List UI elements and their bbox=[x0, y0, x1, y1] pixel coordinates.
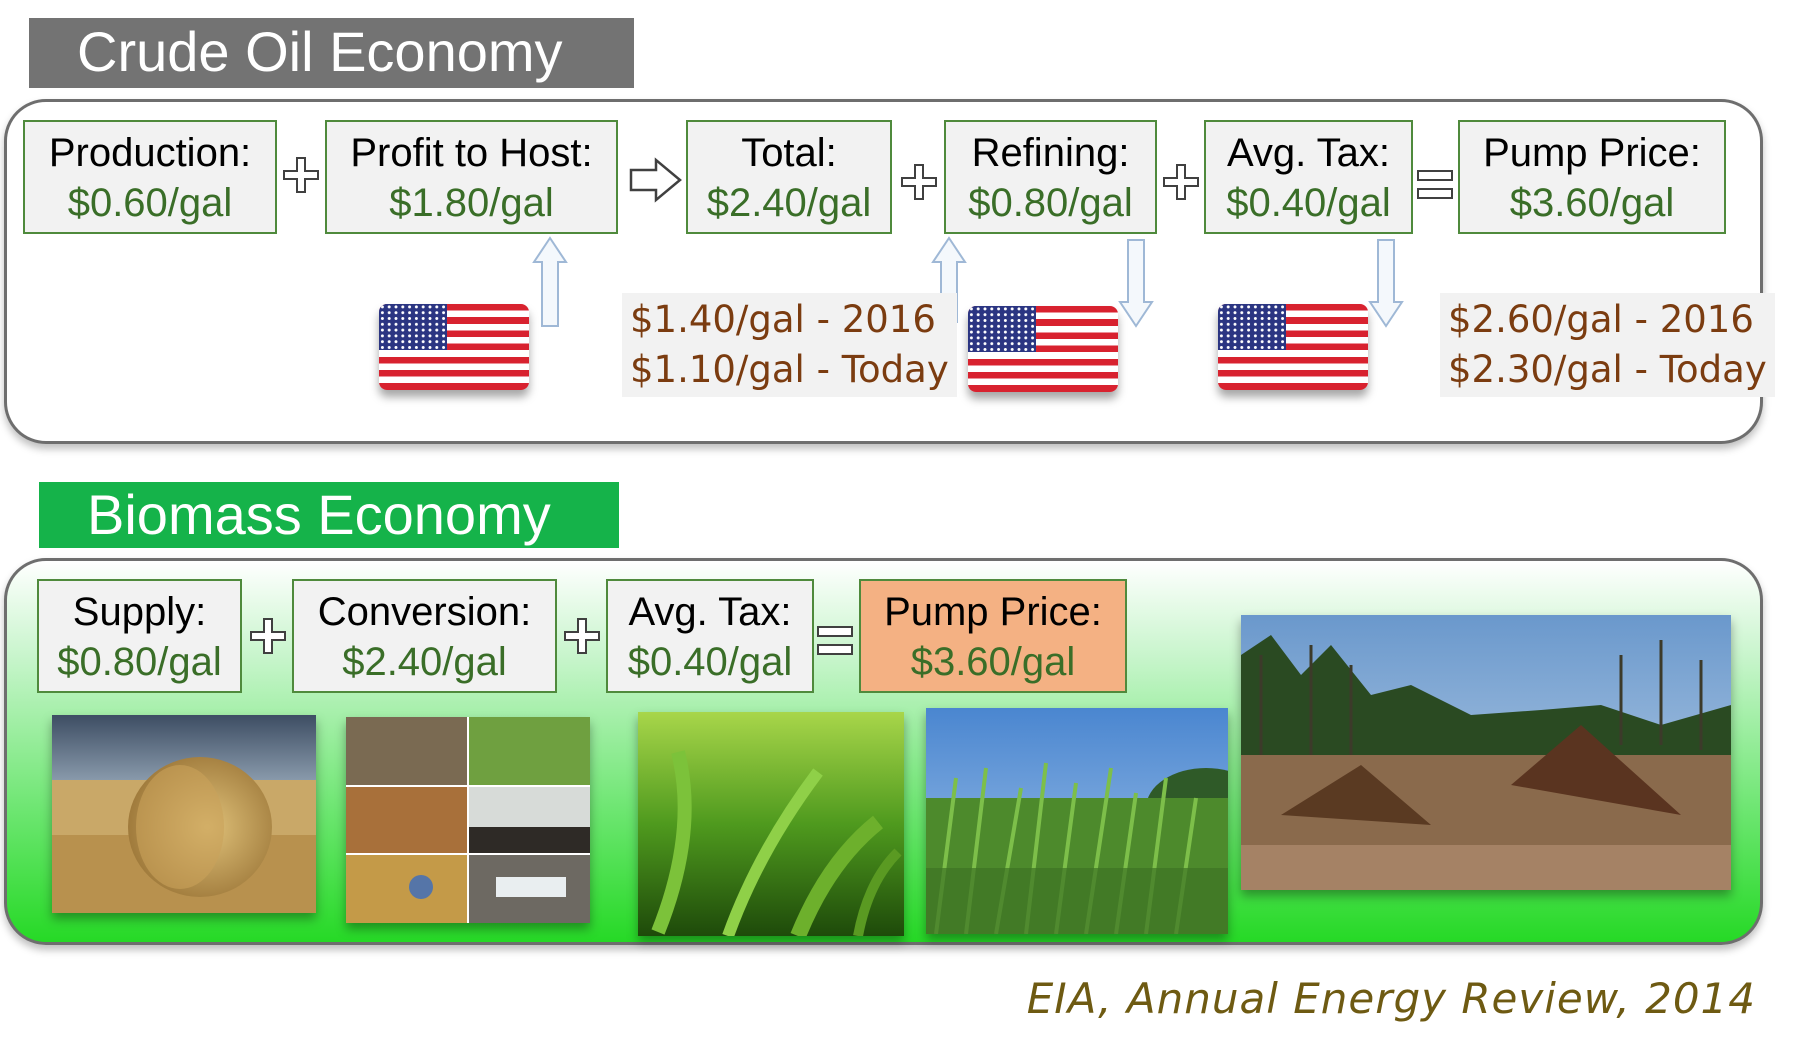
arrow-up-icon bbox=[532, 236, 568, 327]
avg-tax-box: Avg. Tax: $0.40/gal bbox=[1204, 120, 1413, 234]
conversion-label: Conversion: bbox=[317, 590, 532, 634]
supply-value: $0.80/gal bbox=[57, 640, 222, 684]
conversion-box: Conversion: $2.40/gal bbox=[292, 579, 557, 693]
note-line: $2.30/gal - Today bbox=[1448, 348, 1767, 391]
biomass-title: Biomass Economy bbox=[39, 482, 619, 548]
supply-label: Supply: bbox=[72, 590, 207, 634]
biomass-tax-value: $0.40/gal bbox=[627, 640, 793, 684]
hay-bale-photo bbox=[52, 715, 316, 913]
note-line: $1.10/gal - Today bbox=[630, 348, 949, 391]
total-box: Total: $2.40/gal bbox=[686, 120, 892, 234]
production-value: $0.60/gal bbox=[67, 181, 233, 225]
tax-value: $0.40/gal bbox=[1226, 181, 1391, 225]
switchgrass-photo bbox=[926, 708, 1228, 934]
us-flag-icon bbox=[379, 304, 529, 390]
refining-label: Refining: bbox=[971, 131, 1130, 175]
production-box: Production: $0.60/gal bbox=[23, 120, 277, 234]
us-flag-icon bbox=[1218, 304, 1368, 390]
algae-photo bbox=[638, 712, 904, 936]
production-label: Production: bbox=[48, 131, 252, 175]
equals-icon bbox=[1417, 170, 1453, 199]
forest-residue-photo bbox=[1241, 615, 1731, 890]
pump-value: $3.60/gal bbox=[1509, 181, 1675, 225]
biomass-tax-label: Avg. Tax: bbox=[628, 590, 792, 634]
biomass-pump-value: $3.60/gal bbox=[910, 640, 1076, 684]
equals-icon bbox=[817, 626, 853, 655]
profit-label: Profit to Host: bbox=[350, 131, 593, 175]
biomass-pump-price-box: Pump Price: $3.60/gal bbox=[859, 579, 1127, 693]
conversion-value: $2.40/gal bbox=[342, 640, 507, 684]
biomass-collage-photo bbox=[346, 717, 590, 923]
note-line: $2.60/gal - 2016 bbox=[1448, 298, 1754, 341]
arrow-down-icon bbox=[1368, 239, 1404, 328]
total-value: $2.40/gal bbox=[706, 181, 872, 225]
refining-box: Refining: $0.80/gal bbox=[944, 120, 1157, 234]
profit-value: $1.80/gal bbox=[389, 181, 554, 225]
total-label: Total: bbox=[741, 131, 837, 175]
pump-price-box: Pump Price: $3.60/gal bbox=[1458, 120, 1726, 234]
note-line: $1.40/gal - 2016 bbox=[630, 298, 936, 341]
arrow-right-icon bbox=[629, 157, 682, 203]
plus-icon bbox=[250, 618, 286, 654]
tax-label: Avg. Tax: bbox=[1226, 131, 1391, 175]
pump-price-history-note: $2.60/gal - 2016 $2.30/gal - Today bbox=[1440, 293, 1775, 397]
biomass-avg-tax-box: Avg. Tax: $0.40/gal bbox=[606, 579, 814, 693]
supply-box: Supply: $0.80/gal bbox=[37, 579, 242, 693]
host-profit-history-note: $1.40/gal - 2016 $1.10/gal - Today bbox=[622, 293, 957, 397]
biomass-pump-label: Pump Price: bbox=[884, 590, 1102, 634]
arrow-down-icon bbox=[1118, 239, 1154, 328]
plus-icon bbox=[283, 157, 319, 193]
plus-icon bbox=[901, 164, 937, 200]
plus-icon bbox=[564, 618, 600, 654]
source-citation: EIA, Annual Energy Review, 2014 bbox=[1026, 974, 1756, 1023]
pump-label: Pump Price: bbox=[1483, 131, 1701, 175]
plus-icon bbox=[1163, 164, 1199, 200]
crude-oil-title: Crude Oil Economy bbox=[29, 18, 634, 88]
refining-value: $0.80/gal bbox=[968, 181, 1133, 225]
profit-to-host-box: Profit to Host: $1.80/gal bbox=[325, 120, 618, 234]
us-flag-icon bbox=[968, 306, 1118, 392]
